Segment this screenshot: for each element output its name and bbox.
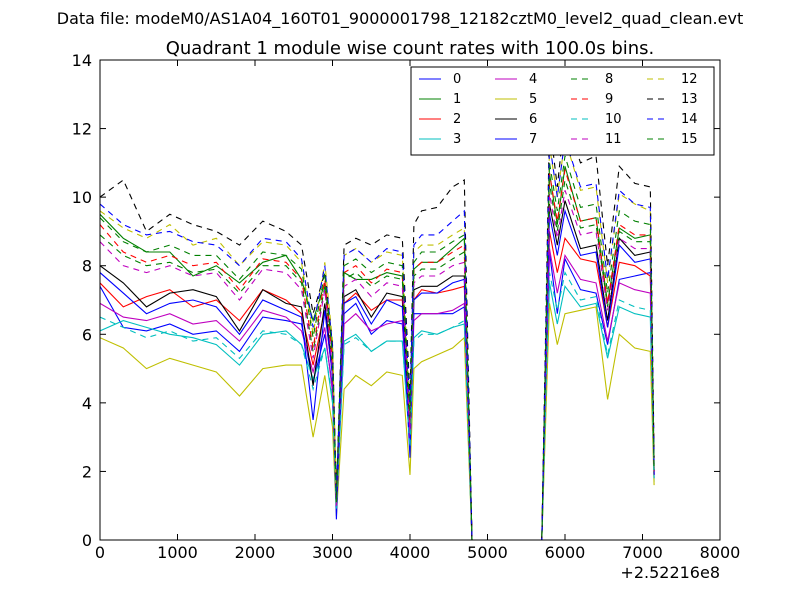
chart-suptitle: Data file: modeM0/AS1A04_160T01_90000017…	[57, 9, 743, 29]
y-tick-label: 10	[72, 188, 92, 207]
y-tick-label: 12	[72, 120, 92, 139]
x-tick-label: 3000	[312, 543, 353, 562]
legend-label-1: 1	[453, 92, 461, 107]
series-line-15	[100, 155, 655, 540]
x-tick-label: 6000	[545, 543, 586, 562]
legend-label-7: 7	[529, 132, 537, 147]
series-line-0	[100, 251, 655, 540]
series-layer	[100, 114, 655, 540]
legend-label-2: 2	[453, 112, 461, 127]
x-axis: 0 1000 2000 3000 4000 5000 6000 7000 8000	[95, 60, 740, 562]
y-tick-label: 4	[82, 394, 92, 413]
y-tick-label: 14	[72, 51, 92, 70]
x-offset-text: +2.52216e8	[620, 563, 720, 582]
series-line-9	[100, 169, 655, 540]
legend-label-13: 13	[681, 92, 698, 107]
legend-label-0: 0	[453, 72, 461, 87]
legend-label-3: 3	[453, 132, 461, 147]
series-line-3	[100, 282, 655, 540]
legend-label-14: 14	[681, 112, 698, 127]
legend-label-11: 11	[605, 132, 622, 147]
y-tick-label: 0	[82, 531, 92, 550]
x-tick-label: 0	[95, 543, 105, 562]
series-line-13	[100, 114, 655, 540]
chart-title: Quadrant 1 module wise count rates with …	[166, 38, 655, 59]
legend-label-10: 10	[605, 112, 622, 127]
series-line-7	[100, 208, 655, 540]
legend-label-4: 4	[529, 72, 537, 87]
x-tick-label: 2000	[235, 543, 276, 562]
y-tick-label: 6	[82, 325, 92, 344]
legend-label-9: 9	[605, 92, 613, 107]
x-tick-label: 5000	[467, 543, 508, 562]
x-tick-label: 4000	[390, 543, 431, 562]
legend-label-15: 15	[681, 132, 698, 147]
y-tick-label: 2	[82, 462, 92, 481]
legend-label-12: 12	[681, 72, 698, 87]
x-tick-label: 1000	[157, 543, 198, 562]
series-line-5	[100, 303, 655, 540]
legend-label-6: 6	[529, 112, 537, 127]
x-tick-label: 8000	[700, 543, 741, 562]
series-line-6	[100, 200, 655, 540]
legend-box	[410, 66, 715, 156]
y-tick-label: 8	[82, 257, 92, 276]
series-line-11	[100, 190, 655, 540]
series-line-8	[100, 179, 655, 540]
series-line-4	[100, 248, 655, 540]
x-tick-label: 7000	[622, 543, 663, 562]
legend-label-8: 8	[605, 72, 613, 87]
legend-label-5: 5	[529, 92, 537, 107]
series-line-1	[100, 166, 655, 540]
